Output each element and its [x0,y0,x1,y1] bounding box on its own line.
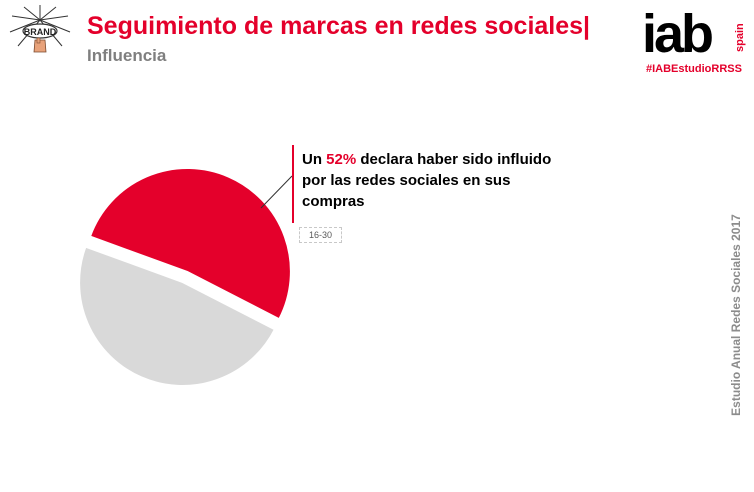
hashtag: #IABEstudioRRSS [646,63,742,75]
pie-slice-0 [89,168,291,320]
callout-suffix: declara haber sido influido por las rede… [302,151,552,210]
brand-logo: BRAND [4,2,76,58]
pie-slice-1 [79,246,275,386]
callout-percent: 52% [326,151,357,168]
callout-leader-line [260,175,293,209]
iab-logo-sub: spain [734,23,746,52]
callout-text: Un 52% declara haber sido influido por l… [302,149,562,212]
callout-accent-bar [292,145,294,223]
data-label: 16-30 [299,227,343,243]
callout-prefix: Un [302,151,327,168]
iab-logo: iab spain [640,2,750,64]
page-title: Seguimiento de marcas en redes sociales| [87,12,591,40]
iab-logo-main: iab [642,4,712,62]
brand-logo-text: BRAND [24,27,57,37]
page-subtitle: Influencia [87,46,167,65]
